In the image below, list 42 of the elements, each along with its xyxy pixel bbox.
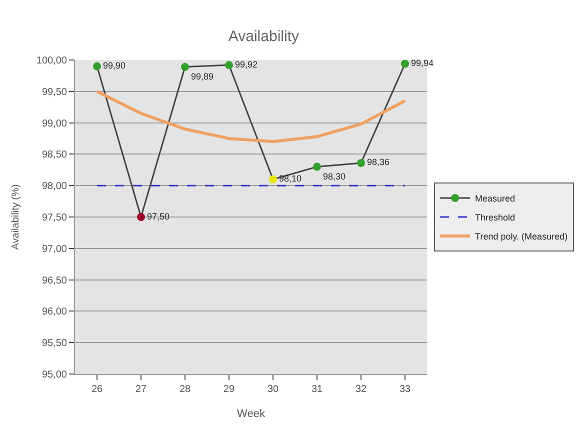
legend-label: Measured [475,194,516,204]
point [313,162,321,171]
data-label: 99,92 [235,59,258,70]
data-label: 98,30 [323,172,346,182]
point [357,158,365,167]
x-tick-label: 26 [91,384,103,395]
point [269,175,277,184]
y-tick-label: 96,00 [42,306,68,318]
y-tick-label: 98,50 [42,150,68,161]
point [181,62,189,71]
data-label: 99,94 [411,58,434,68]
legend-label: Threshold [475,212,516,223]
y-tick-label: 99,50 [42,86,68,98]
point [137,213,145,221]
point [401,60,409,68]
point [225,61,233,70]
data-label: 97,50 [147,211,170,222]
y-tick-label: 100,00 [36,56,68,66]
x-tick-label: 31 [311,384,323,395]
data-label: 99,90 [103,60,126,71]
data-label: 98,10 [279,174,302,184]
y-tick-label: 96,50 [42,275,68,286]
x-tick-label: 30 [267,384,279,395]
line-series [96,90,406,144]
y-tick-label: 97,00 [42,244,68,255]
y-axis-title: Availability (%) [10,184,22,250]
data-label: 98,36 [367,157,390,168]
point [93,62,101,70]
legend-label: Trend poly. (Measured) [475,232,568,242]
data-label: 99,89 [191,72,214,82]
x-tick-label: 28 [179,384,191,395]
y-tick-label: 95,50 [42,338,68,350]
x-tick-label: 33 [399,384,411,395]
y-tick-label: 95,00 [42,370,68,380]
chart-title: Availability [228,28,300,45]
x-tick-label: 32 [355,384,367,395]
y-tick-label: 97,50 [42,212,68,224]
x-axis-title: Week [237,408,266,420]
x-tick-label: 27 [135,384,147,395]
y-tick-label: 99,00 [42,118,68,130]
x-tick-label: 29 [223,384,235,395]
y-tick-label: 98,00 [42,181,68,192]
